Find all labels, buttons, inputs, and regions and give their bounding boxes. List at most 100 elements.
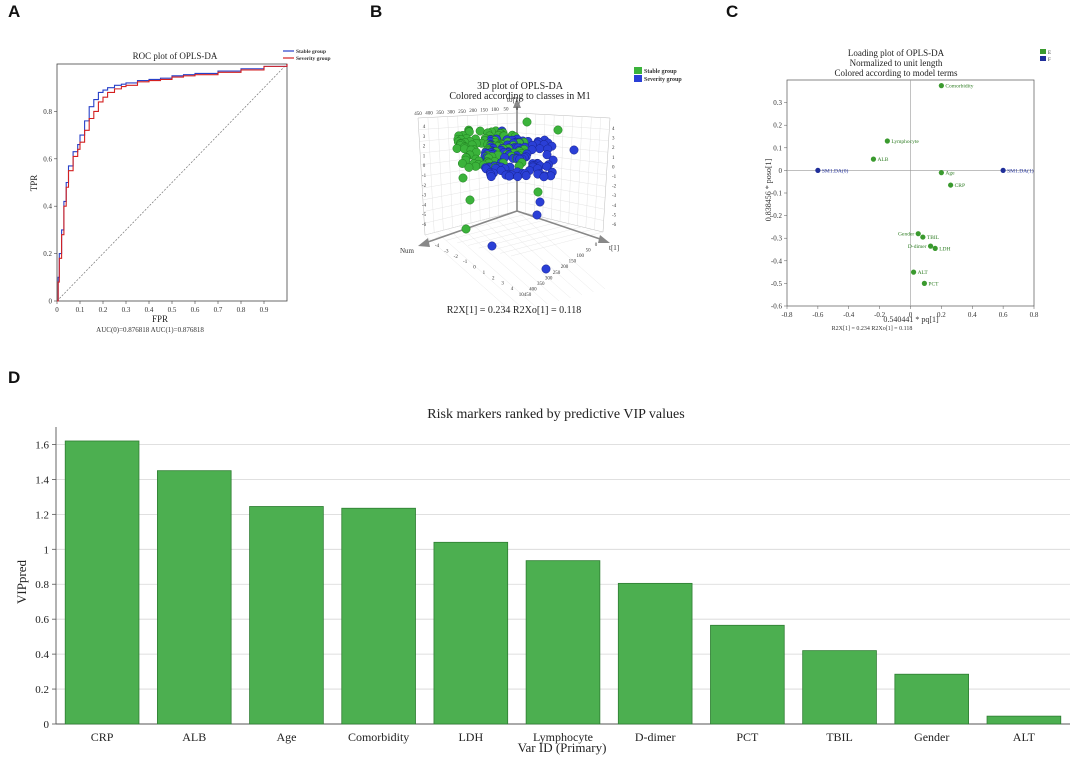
plot3d-num-tick: 0 [473, 266, 476, 271]
loading-legend-f: F [1048, 58, 1051, 63]
plot3d-vertical-tick: -1 [422, 174, 427, 179]
vip-category-label: Gender [914, 730, 949, 744]
plot3d-floor-grid [510, 231, 604, 257]
loading-point [932, 245, 938, 251]
loading-ytick-label: -0.5 [771, 280, 783, 288]
loading-point-label: TBIL [927, 235, 940, 241]
vip-category-label: LDH [458, 730, 483, 744]
loading-point [910, 269, 917, 275]
plot3d-point-stable [464, 163, 474, 172]
plot3d-axis-right-arrow [598, 235, 610, 243]
roc-xtick-label: 0.5 [168, 306, 177, 314]
loading-point [884, 138, 890, 144]
loading-ylabel: 0.838456 * poso[1] [764, 158, 773, 221]
plot3d-floor-grid [424, 234, 514, 314]
vip-category-label: ALT [1013, 730, 1036, 744]
plot3d-floor-grid [436, 231, 525, 311]
vip-category-label: ALB [182, 730, 206, 744]
loading-point-label: Comorbidity [945, 84, 973, 90]
plot3d-point-stable [522, 117, 532, 127]
panel-label-a: A [8, 2, 21, 21]
plot3d-grid [516, 181, 606, 198]
plot3d-vertical-tick-right: 2 [612, 146, 615, 151]
vip-bar-lymphocyte [525, 560, 601, 725]
plot3d-back-tick: 300 [447, 110, 455, 115]
plot3d-num-tick: -2 [454, 255, 459, 260]
loading-ytick-label: -0.3 [771, 235, 783, 243]
plot3d-num-tick: -1 [463, 260, 468, 265]
loading-point-label: Age [945, 171, 955, 177]
roc-ytick-label: 0.2 [43, 250, 52, 258]
plot3d-floor-grid [459, 225, 548, 305]
plot3d-vertical-tick: 1 [423, 154, 426, 159]
plot3d-floor-grid [516, 210, 606, 290]
plot3d-grid [568, 115, 573, 224]
roc-legend-stable: Stable group [296, 49, 326, 55]
loading-xtick-label: 0.4 [968, 311, 977, 319]
plot3d-num-tick: 2 [492, 276, 495, 281]
plot3d-point-stable [475, 126, 485, 136]
loading-point [921, 280, 927, 286]
loading-xtick-label: -0.6 [812, 311, 824, 319]
plot3d-floor-grid [446, 216, 539, 241]
plot3d-axis-right: t[1] [609, 244, 619, 252]
roc-auc-text: AUC(0)=0.876818 AUC(1)=0.876818 [96, 326, 204, 334]
loading-point-label: ALB [877, 157, 888, 163]
plot3d-floor-grid [467, 221, 561, 246]
plot3d-num-tick: 3 [501, 282, 504, 287]
vip-ytick-label: 0.6 [35, 614, 49, 626]
loading-legend-e: E [1048, 51, 1051, 56]
loading-legend: E F [1040, 49, 1051, 63]
plot3d-grid [516, 191, 605, 210]
plot3d-caption: R2X[1] = 0.234 R2Xo[1] = 0.118 [447, 305, 582, 316]
loading-xtick-label: 0.2 [937, 311, 946, 319]
loading-point [948, 182, 954, 188]
plot3d-grid [424, 201, 518, 224]
loading-point-label: CRP [955, 183, 965, 189]
loading-ytick-label: 0.1 [773, 144, 782, 152]
roc-xtick-label: 0.9 [260, 306, 269, 314]
plot3d-point-severity [542, 150, 552, 160]
plot3d-t-tick: 150 [569, 260, 577, 265]
roc-xtick-label: 0.7 [214, 306, 223, 314]
loading-xlabel: 0.540441 * pq[1] [883, 315, 939, 324]
loading-ytick-label: -0.2 [771, 212, 783, 220]
plot3d-t-tick: 10450 [519, 293, 532, 298]
plot3d-point-stable [452, 144, 462, 153]
plot3d-back-tick: 400 [425, 111, 433, 116]
plot3d-vertical-tick: 2 [423, 145, 426, 150]
loading-ytick-label: -0.1 [771, 190, 783, 198]
loading-point-label: LDH [939, 246, 950, 252]
roc-xtick-label: 0.1 [76, 306, 85, 314]
plot3d-vertical-tick: 3 [423, 135, 426, 140]
plot3d-back-tick: 250 [458, 110, 466, 115]
plot3d-t-tick: 250 [553, 271, 561, 276]
plot3d-point-severity [521, 171, 531, 181]
plot3d-grid [422, 181, 518, 201]
plot3d-legend-severity-swatch [634, 75, 642, 82]
loading-point [920, 234, 926, 240]
plot3d-floor-grid [489, 226, 582, 251]
plot3d-floor-grid [500, 229, 593, 254]
plot3d-floor-grid [482, 219, 571, 299]
plot3d-point-stable [465, 195, 475, 205]
vip-bar-crp [64, 440, 140, 725]
plot3d-point-severity [486, 172, 496, 182]
plot3d-floor-grid [505, 213, 594, 293]
plot3d-vertical-tick-right: 0 [612, 165, 615, 170]
loading-point [1000, 167, 1006, 173]
vip-bar-alb [156, 470, 232, 725]
plot3d-point-stable [533, 187, 543, 197]
loading-subtitle1: Normalized to unit length [850, 58, 943, 68]
loading-xtick-label: -0.8 [781, 311, 793, 319]
loading-point [938, 170, 944, 176]
loading-point-label: SM1.DA(0) [822, 167, 849, 174]
plot3d-t-tick: 350 [537, 282, 545, 287]
loading-legend-f-swatch [1040, 56, 1046, 61]
plot3d-num-tick: 4 [511, 287, 514, 292]
vip-bar-ldh [433, 541, 509, 725]
vip-category-label: Comorbidity [348, 730, 409, 744]
roc-ytick-label: 0 [49, 298, 53, 306]
loading-xtick-label: 0 [909, 311, 913, 319]
vip-plot-area: 0 0.2 0.4 0.6 0.8 1 1.2 1.4 1.6 CRP ALB Age Comorbid… [35, 427, 1070, 744]
